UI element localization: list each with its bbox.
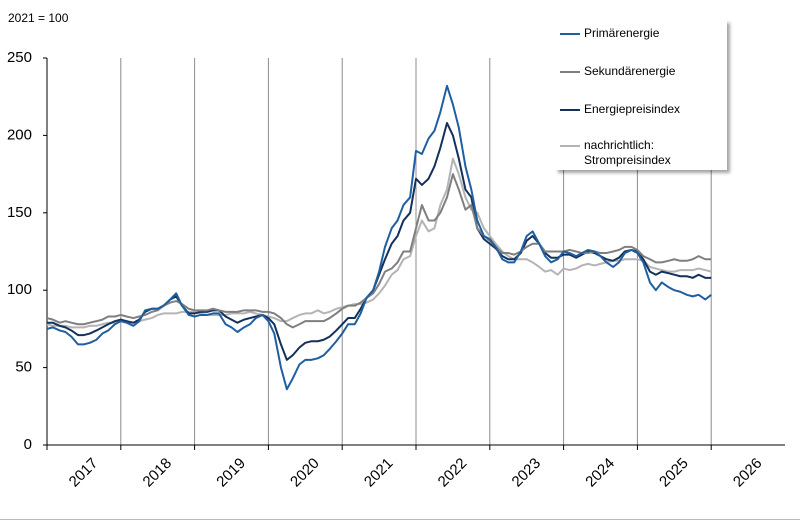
legend-item: Energiepreisindex: [560, 102, 704, 117]
x-tick-label: 2022: [435, 455, 471, 491]
legend-item: Primärenergie: [560, 26, 704, 41]
series-line: [46, 173, 712, 329]
x-tick-label: 2023: [509, 455, 545, 491]
x-tick-label: 2017: [66, 455, 102, 491]
y-tick-label: 100: [7, 281, 32, 298]
legend: Primärenergie Sekundärenergie Energiepreis…: [555, 20, 727, 170]
series-line: [46, 84, 712, 391]
y-tick-label: 200: [7, 126, 32, 143]
legend-swatch: [560, 109, 580, 111]
y-tick-label: 50: [15, 359, 32, 376]
legend-label: Sekundärenergie: [584, 64, 676, 78]
y-tick-label: 150: [7, 204, 32, 221]
x-tick-label: 2026: [730, 455, 766, 491]
unit-label: 2021 = 100: [8, 11, 69, 25]
legend-label: Primärenergie: [584, 26, 660, 40]
legend-label: nachrichtlich: Strompreisindex: [584, 138, 671, 167]
x-tick-label: 2019: [213, 455, 249, 491]
legend-label: Energiepreisindex: [584, 102, 681, 116]
legend-item: nachrichtlich: Strompreisindex: [560, 138, 704, 168]
legend-swatch: [560, 145, 580, 147]
x-tick-label: 2021: [361, 455, 397, 491]
legend-item: Sekundärenergie: [560, 64, 704, 79]
x-tick-label: 2024: [582, 455, 618, 491]
y-tick-label: 250: [7, 49, 32, 66]
x-tick-label: 2018: [140, 455, 176, 491]
series-line: [46, 157, 712, 329]
legend-swatch: [560, 71, 580, 73]
y-tick-label: 0: [24, 436, 32, 453]
legend-swatch: [560, 33, 580, 35]
x-tick-label: 2020: [287, 455, 323, 491]
x-tick-label: 2025: [656, 455, 692, 491]
